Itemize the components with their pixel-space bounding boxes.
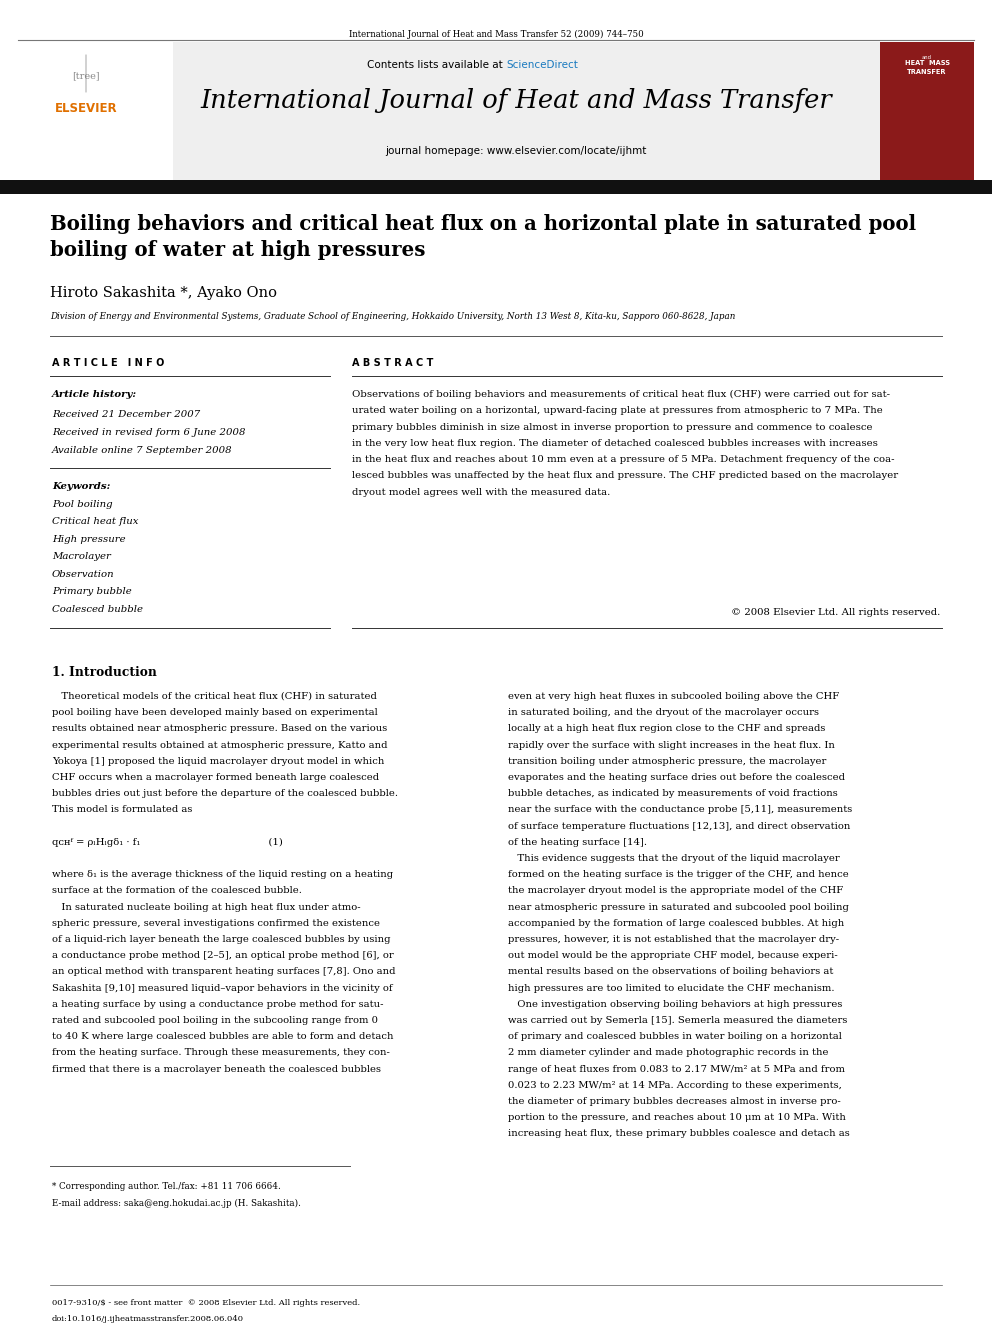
Text: mental results based on the observations of boiling behaviors at: mental results based on the observations… [508,967,833,976]
Text: Coalesced bubble: Coalesced bubble [52,605,143,614]
Text: International Journal of Heat and Mass Transfer: International Journal of Heat and Mass T… [200,89,831,112]
Text: a conductance probe method [2–5], an optical probe method [6], or: a conductance probe method [2–5], an opt… [52,951,394,960]
Text: rated and subcooled pool boiling in the subcooling range from 0: rated and subcooled pool boiling in the … [52,1016,378,1025]
Text: locally at a high heat flux region close to the CHF and spreads: locally at a high heat flux region close… [508,725,825,733]
Text: © 2008 Elsevier Ltd. All rights reserved.: © 2008 Elsevier Ltd. All rights reserved… [731,609,940,617]
Text: In saturated nucleate boiling at high heat flux under atmo-: In saturated nucleate boiling at high he… [52,902,361,912]
Text: portion to the pressure, and reaches about 10 μm at 10 MPa. With: portion to the pressure, and reaches abo… [508,1113,846,1122]
Text: [tree]: [tree] [72,71,100,81]
Text: was carried out by Semerla [15]. Semerla measured the diameters: was carried out by Semerla [15]. Semerla… [508,1016,847,1025]
Text: of surface temperature fluctuations [12,13], and direct observation: of surface temperature fluctuations [12,… [508,822,850,831]
Text: Critical heat flux: Critical heat flux [52,517,139,527]
Text: A B S T R A C T: A B S T R A C T [352,359,434,368]
Text: Pool boiling: Pool boiling [52,500,113,509]
Text: accompanied by the formation of large coalesced bubbles. At high: accompanied by the formation of large co… [508,918,844,927]
Text: Contents lists available at: Contents lists available at [367,60,506,70]
Text: Article history:: Article history: [52,390,137,400]
Text: This model is formulated as: This model is formulated as [52,806,192,815]
Text: ScienceDirect: ScienceDirect [506,60,578,70]
Text: the diameter of primary bubbles decreases almost in inverse pro-: the diameter of primary bubbles decrease… [508,1097,841,1106]
Text: bubble detaches, as indicated by measurements of void fractions: bubble detaches, as indicated by measure… [508,790,838,798]
Text: in the very low heat flux region. The diameter of detached coalesced bubbles inc: in the very low heat flux region. The di… [352,439,878,448]
Text: results obtained near atmospheric pressure. Based on the various: results obtained near atmospheric pressu… [52,725,387,733]
Text: evaporates and the heating surface dries out before the coalesced: evaporates and the heating surface dries… [508,773,845,782]
Text: International Journal of Heat and Mass Transfer 52 (2009) 744–750: International Journal of Heat and Mass T… [348,30,644,40]
Text: 2 mm diameter cylinder and made photographic records in the: 2 mm diameter cylinder and made photogra… [508,1048,828,1057]
Text: 0.023 to 2.23 MW/m² at 14 MPa. According to these experiments,: 0.023 to 2.23 MW/m² at 14 MPa. According… [508,1081,842,1090]
Text: E-mail address: saka@eng.hokudai.ac.jp (H. Sakashita).: E-mail address: saka@eng.hokudai.ac.jp (… [52,1199,301,1208]
Text: near atmospheric pressure in saturated and subcooled pool boiling: near atmospheric pressure in saturated a… [508,902,849,912]
Text: Hiroto Sakashita *, Ayako Ono: Hiroto Sakashita *, Ayako Ono [50,286,277,300]
Text: of a liquid-rich layer beneath the large coalesced bubbles by using: of a liquid-rich layer beneath the large… [52,935,391,945]
Text: ELSEVIER: ELSEVIER [55,102,117,115]
Text: This evidence suggests that the dryout of the liquid macrolayer: This evidence suggests that the dryout o… [508,855,840,863]
Text: to 40 K where large coalesced bubbles are able to form and detach: to 40 K where large coalesced bubbles ar… [52,1032,394,1041]
Text: formed on the heating surface is the trigger of the CHF, and hence: formed on the heating surface is the tri… [508,871,849,880]
Text: even at very high heat fluxes in subcooled boiling above the CHF: even at very high heat fluxes in subcool… [508,692,839,701]
Text: and: and [922,56,932,60]
Text: in the heat flux and reaches about 10 mm even at a pressure of 5 MPa. Detachment: in the heat flux and reaches about 10 mm… [352,455,895,464]
Text: lesced bubbles was unaffected by the heat flux and pressure. The CHF predicted b: lesced bubbles was unaffected by the hea… [352,471,898,480]
Text: Keywords:: Keywords: [52,482,110,491]
FancyBboxPatch shape [880,42,974,180]
Text: where δ₁ is the average thickness of the liquid resting on a heating: where δ₁ is the average thickness of the… [52,871,393,880]
Text: primary bubbles diminish in size almost in inverse proportion to pressure and co: primary bubbles diminish in size almost … [352,422,873,431]
Text: from the heating surface. Through these measurements, they con-: from the heating surface. Through these … [52,1048,390,1057]
Text: spheric pressure, several investigations confirmed the existence: spheric pressure, several investigations… [52,918,380,927]
Text: the macrolayer dryout model is the appropriate model of the CHF: the macrolayer dryout model is the appro… [508,886,843,896]
Text: in saturated boiling, and the dryout of the macrolayer occurs: in saturated boiling, and the dryout of … [508,708,819,717]
FancyBboxPatch shape [18,42,974,180]
Text: pool boiling have been developed mainly based on experimental: pool boiling have been developed mainly … [52,708,378,717]
Text: journal homepage: www.elsevier.com/locate/ijhmt: journal homepage: www.elsevier.com/locat… [385,146,647,156]
Text: qᴄʜᶠ = ρₗHₗgδ₁ · f₁                                         (1): qᴄʜᶠ = ρₗHₗgδ₁ · f₁ (1) [52,837,283,847]
Text: A R T I C L E   I N F O: A R T I C L E I N F O [52,359,165,368]
Text: Observations of boiling behaviors and measurements of critical heat flux (CHF) w: Observations of boiling behaviors and me… [352,390,890,400]
Text: bubbles dries out just before the departure of the coalesced bubble.: bubbles dries out just before the depart… [52,790,398,798]
Text: dryout model agrees well with the measured data.: dryout model agrees well with the measur… [352,488,610,497]
Text: * Corresponding author. Tel./fax: +81 11 706 6664.: * Corresponding author. Tel./fax: +81 11… [52,1181,281,1191]
Text: Available online 7 September 2008: Available online 7 September 2008 [52,446,233,455]
Text: high pressures are too limited to elucidate the CHF mechanism.: high pressures are too limited to elucid… [508,983,834,992]
Text: CHF occurs when a macrolayer formed beneath large coalesced: CHF occurs when a macrolayer formed bene… [52,773,379,782]
Text: One investigation observing boiling behaviors at high pressures: One investigation observing boiling beha… [508,1000,842,1009]
Text: firmed that there is a macrolayer beneath the coalesced bubbles: firmed that there is a macrolayer beneat… [52,1065,381,1073]
Text: a heating surface by using a conductance probe method for satu-: a heating surface by using a conductance… [52,1000,384,1009]
Text: Received 21 December 2007: Received 21 December 2007 [52,410,200,419]
Text: Sakashita [9,10] measured liquid–vapor behaviors in the vicinity of: Sakashita [9,10] measured liquid–vapor b… [52,983,393,992]
Text: Observation: Observation [52,570,115,579]
Text: out model would be the appropriate CHF model, because experi-: out model would be the appropriate CHF m… [508,951,838,960]
Text: of the heating surface [14].: of the heating surface [14]. [508,837,647,847]
Text: an optical method with transparent heating surfaces [7,8]. Ono and: an optical method with transparent heati… [52,967,396,976]
Text: increasing heat flux, these primary bubbles coalesce and detach as: increasing heat flux, these primary bubb… [508,1130,850,1138]
Text: 0017-9310/$ - see front matter  © 2008 Elsevier Ltd. All rights reserved.: 0017-9310/$ - see front matter © 2008 El… [52,1299,360,1307]
Text: urated water boiling on a horizontal, upward-facing plate at pressures from atmo: urated water boiling on a horizontal, up… [352,406,883,415]
Text: surface at the formation of the coalesced bubble.: surface at the formation of the coalesce… [52,886,302,896]
Text: pressures, however, it is not established that the macrolayer dry-: pressures, however, it is not establishe… [508,935,839,945]
Text: High pressure: High pressure [52,534,126,544]
Text: Theoretical models of the critical heat flux (CHF) in saturated: Theoretical models of the critical heat … [52,692,377,701]
Bar [0,180,992,194]
Text: doi:10.1016/j.ijheatmasstransfer.2008.06.040: doi:10.1016/j.ijheatmasstransfer.2008.06… [52,1315,244,1323]
Text: Yokoya [1] proposed the liquid macrolayer dryout model in which: Yokoya [1] proposed the liquid macrolaye… [52,757,384,766]
Text: rapidly over the surface with slight increases in the heat flux. In: rapidly over the surface with slight inc… [508,741,835,750]
Text: transition boiling under atmospheric pressure, the macrolayer: transition boiling under atmospheric pre… [508,757,826,766]
Text: Division of Energy and Environmental Systems, Graduate School of Engineering, Ho: Division of Energy and Environmental Sys… [50,312,735,321]
Text: of primary and coalesced bubbles in water boiling on a horizontal: of primary and coalesced bubbles in wate… [508,1032,842,1041]
Text: Boiling behaviors and critical heat flux on a horizontal plate in saturated pool: Boiling behaviors and critical heat flux… [50,214,917,261]
Text: near the surface with the conductance probe [5,11], measurements: near the surface with the conductance pr… [508,806,852,815]
FancyBboxPatch shape [18,42,173,180]
Text: HEAT  MASS
TRANSFER: HEAT MASS TRANSFER [905,60,949,74]
Text: 1. Introduction: 1. Introduction [52,665,157,679]
Text: experimental results obtained at atmospheric pressure, Katto and: experimental results obtained at atmosph… [52,741,388,750]
Text: range of heat fluxes from 0.083 to 2.17 MW/m² at 5 MPa and from: range of heat fluxes from 0.083 to 2.17 … [508,1065,845,1073]
Text: Received in revised form 6 June 2008: Received in revised form 6 June 2008 [52,429,245,437]
Text: Macrolayer: Macrolayer [52,553,111,561]
Text: Primary bubble: Primary bubble [52,587,132,597]
